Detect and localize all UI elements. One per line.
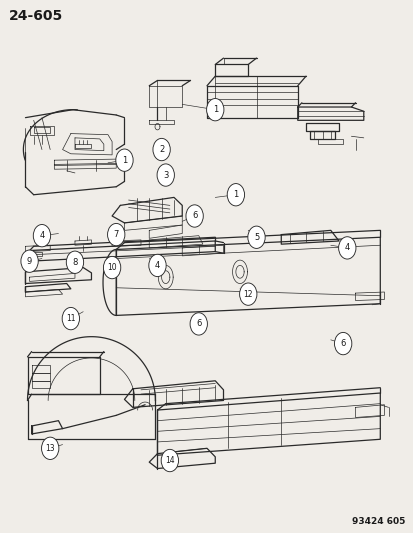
Text: 10: 10: [107, 263, 116, 272]
Circle shape: [206, 99, 223, 121]
Circle shape: [239, 283, 256, 305]
Text: 2: 2: [159, 145, 164, 154]
Text: 24-605: 24-605: [9, 9, 63, 23]
Circle shape: [116, 149, 133, 171]
Circle shape: [33, 224, 50, 247]
Text: 4: 4: [39, 231, 45, 240]
Text: 1: 1: [233, 190, 238, 199]
Text: 12: 12: [243, 289, 252, 298]
Circle shape: [66, 251, 83, 273]
Circle shape: [152, 139, 170, 161]
Text: 93424 605: 93424 605: [351, 517, 404, 526]
Circle shape: [107, 223, 125, 246]
Text: 5: 5: [253, 233, 259, 242]
Text: 6: 6: [192, 212, 197, 221]
Circle shape: [148, 254, 166, 277]
Text: 8: 8: [72, 258, 78, 266]
Text: 14: 14: [165, 456, 174, 465]
Circle shape: [21, 250, 38, 272]
Text: 6: 6: [339, 339, 345, 348]
Circle shape: [41, 437, 59, 459]
Circle shape: [190, 313, 207, 335]
Circle shape: [227, 183, 244, 206]
Text: 7: 7: [113, 230, 119, 239]
Text: 4: 4: [154, 261, 160, 270]
Text: 13: 13: [45, 444, 55, 453]
Circle shape: [157, 164, 174, 186]
Circle shape: [334, 333, 351, 355]
Circle shape: [161, 449, 178, 472]
Text: 6: 6: [196, 319, 201, 328]
Text: 4: 4: [344, 244, 349, 253]
Text: 11: 11: [66, 314, 76, 323]
Circle shape: [103, 256, 121, 279]
Circle shape: [338, 237, 355, 259]
Circle shape: [62, 308, 79, 330]
Text: 9: 9: [27, 257, 32, 265]
Circle shape: [247, 226, 265, 248]
Text: 1: 1: [212, 105, 217, 114]
Text: 1: 1: [121, 156, 127, 165]
Text: 3: 3: [163, 171, 168, 180]
Circle shape: [185, 205, 203, 227]
